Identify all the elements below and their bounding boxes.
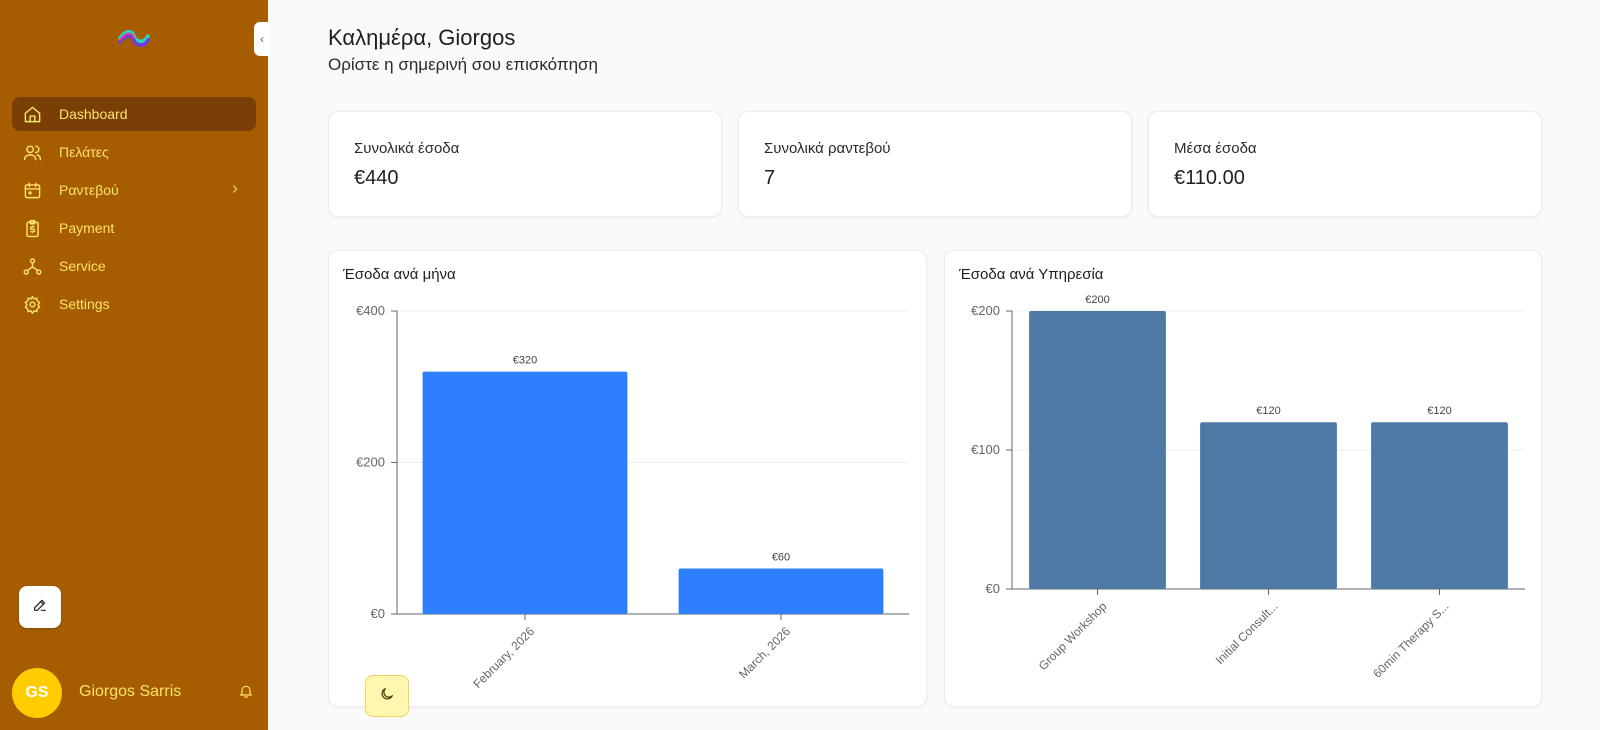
- avatar[interactable]: GS: [12, 668, 62, 718]
- edit-button[interactable]: [19, 586, 61, 628]
- network-icon: [22, 256, 42, 276]
- sidebar-nav: Dashboard Πελάτες Ραντεβού Payment Servi…: [12, 97, 256, 325]
- sidebar-item-settings[interactable]: Settings: [12, 287, 256, 321]
- stat-label: Συνολικά ραντεβού: [764, 140, 891, 157]
- stat-value: 7: [764, 167, 776, 189]
- sidebar-item-label: Service: [59, 258, 106, 274]
- x-tick-label: 60min Therapy S...: [1370, 599, 1451, 680]
- bar: [422, 371, 628, 614]
- y-tick-label: €0: [986, 581, 1000, 596]
- y-tick-label: €0: [371, 606, 385, 621]
- stat-value: €110.00: [1174, 167, 1245, 189]
- bar: [1029, 311, 1166, 589]
- sidebar-item-service[interactable]: Service: [12, 249, 256, 283]
- sidebar-item-dashboard[interactable]: Dashboard: [12, 97, 256, 131]
- clipboard-icon: [22, 218, 42, 238]
- page-subtitle: Ορίστε η σημερινή σου επισκόπηση: [328, 55, 598, 74]
- stat-card-total-appointments: Συνολικά ραντεβού 7: [738, 111, 1132, 217]
- theme-toggle-button[interactable]: [365, 675, 409, 717]
- revenue-by-service-chart: €0 €100 €200 €200 Group Workshop €120 Initial …: [971, 294, 1525, 681]
- home-icon: [22, 104, 42, 124]
- x-tick-label: Group Workshop: [1036, 599, 1110, 673]
- stat-card-average-revenue: Μέσα έσοδα €110.00: [1148, 111, 1542, 217]
- user-name[interactable]: Giorgos Sarris: [79, 683, 182, 700]
- bar: [1200, 422, 1337, 589]
- sidebar-item-label: Πελάτες: [59, 144, 109, 160]
- stat-label: Μέσα έσοδα: [1174, 140, 1257, 157]
- x-tick-label: February, 2026: [470, 624, 537, 691]
- data-label: €60: [772, 552, 790, 564]
- sidebar: ‹ Dashboard Πελάτες Ραντεβού Payment Ser…: [0, 0, 270, 730]
- chevron-right-icon[interactable]: [228, 182, 242, 196]
- chart-card-revenue-by-month: Έσοδα ανά μήνα €0 €200 €400 €320 February, 2…: [328, 250, 927, 707]
- page-title: Καλημέρα, Giorgos: [328, 25, 516, 50]
- bar: [1371, 422, 1508, 589]
- x-tick-label: Initial Consult...: [1213, 599, 1281, 667]
- data-label: €120: [1256, 405, 1280, 417]
- chart-card-revenue-by-service: Έσοδα ανά Υπηρεσία €0 €100 €200 €200 Group W…: [944, 250, 1542, 707]
- avatar-initials: GS: [25, 684, 49, 701]
- sidebar-item-appointments[interactable]: Ραντεβού: [12, 173, 256, 207]
- y-tick-label: €200: [356, 455, 385, 470]
- sidebar-item-clients[interactable]: Πελάτες: [12, 135, 256, 169]
- gear-icon: [22, 294, 42, 314]
- chevron-left-icon: ‹: [260, 32, 264, 46]
- x-tick-label: March, 2026: [736, 624, 793, 681]
- data-label: €320: [513, 355, 537, 367]
- sidebar-item-label: Settings: [59, 296, 110, 312]
- chart-title: Έσοδα ανά Υπηρεσία: [959, 266, 1104, 283]
- y-tick-label: €400: [356, 303, 385, 318]
- sidebar-item-label: Dashboard: [59, 106, 128, 122]
- pencil-icon: [32, 597, 48, 618]
- sidebar-item-payment[interactable]: Payment: [12, 211, 256, 245]
- moon-icon: [379, 686, 395, 707]
- data-label: €200: [1085, 294, 1109, 306]
- calendar-icon: [22, 180, 42, 200]
- sidebar-item-label: Payment: [59, 220, 115, 236]
- data-label: €120: [1427, 405, 1451, 417]
- y-tick-label: €100: [971, 442, 1000, 457]
- stat-value: €440: [354, 167, 399, 189]
- stat-card-total-revenue: Συνολικά έσοδα €440: [328, 111, 722, 217]
- stat-label: Συνολικά έσοδα: [354, 140, 460, 157]
- sidebar-item-label: Ραντεβού: [59, 182, 119, 198]
- chart-title: Έσοδα ανά μήνα: [343, 266, 456, 283]
- bar: [678, 568, 884, 614]
- app-logo-icon[interactable]: [118, 28, 150, 50]
- y-tick-label: €200: [971, 303, 1000, 318]
- notifications-bell-icon[interactable]: [238, 683, 256, 701]
- collapse-sidebar-button[interactable]: ‹: [254, 22, 270, 56]
- revenue-by-month-chart: €0 €200 €400 €320 February, 2026 €60 March, 20…: [356, 303, 909, 691]
- users-icon: [22, 142, 42, 162]
